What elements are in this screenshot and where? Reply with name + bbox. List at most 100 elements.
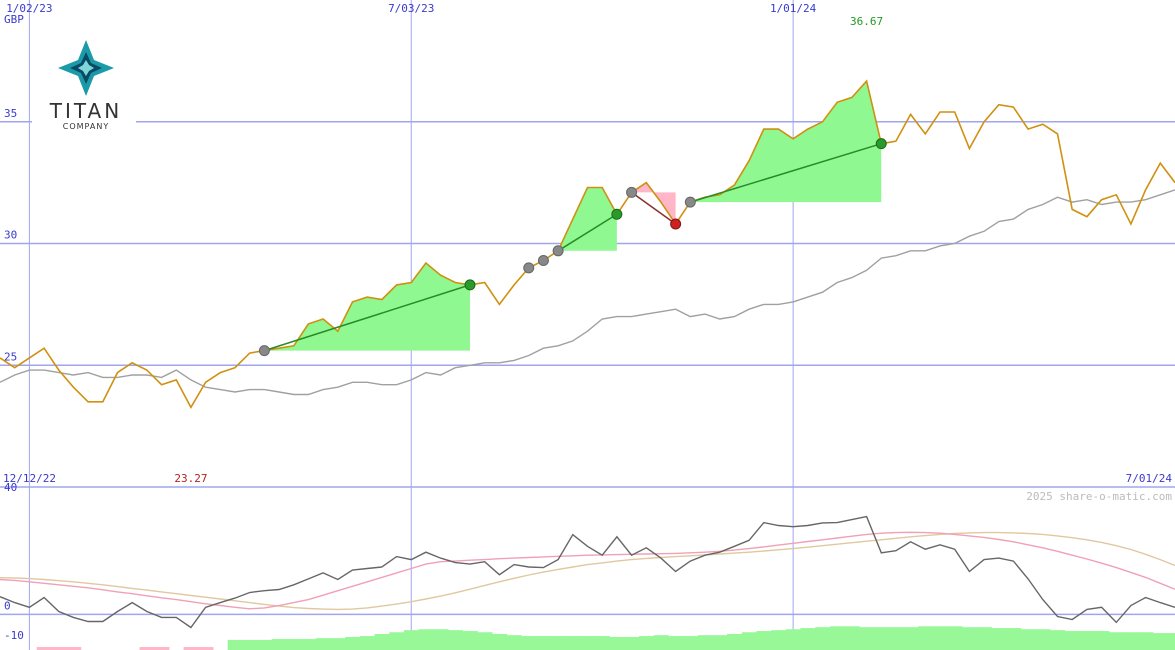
series-line [0,79,1175,410]
histogram-bar [66,647,82,650]
histogram-bar [991,628,1007,650]
histogram-bar [242,639,258,650]
histogram-bar [257,639,273,650]
histogram-bar [433,629,449,650]
entry-dot [258,345,270,357]
y-tick-label: -10 [4,629,24,642]
series-line [0,531,1175,610]
histogram-bar [1108,632,1125,650]
histogram-bar [1152,633,1169,650]
histogram-bar [271,639,287,650]
y-axis-label: GBP [4,13,24,26]
histogram-bar [359,636,376,650]
x-tick-label: 1/01/24 [770,2,817,15]
exit-dot [611,208,623,220]
histogram-bar [756,631,772,650]
y-tick-label: 0 [4,599,11,612]
histogram-bar [506,635,522,650]
histogram-bar [697,635,713,650]
histogram-bar [286,639,302,650]
histogram-bar [771,630,787,650]
histogram-bar [462,631,478,650]
trade-line [690,142,882,203]
trade-line [264,284,471,352]
histogram-bar [741,632,757,650]
exit-dot [875,138,887,150]
y-tick-label: 40 [4,481,17,494]
histogram-bar [932,626,948,650]
y-tick-label: 30 [4,229,17,242]
histogram-bar [962,627,978,650]
histogram-bar [1050,630,1066,650]
trade-area [558,187,617,251]
histogram-bar [829,626,846,650]
series-line [0,515,1175,629]
histogram-bar [1138,632,1154,650]
date-range-start: 12/12/22 [3,472,56,485]
logo-sub: COMPANY [63,122,109,131]
histogram-bar [1167,633,1175,650]
histogram-bar [330,638,346,650]
trade-area [690,81,882,203]
entry-dot [552,245,564,257]
histogram-bar [36,647,52,650]
trade-line [557,213,618,252]
signal-dot [537,255,549,267]
histogram-bar [609,636,625,650]
date-range-end: 7/01/24 [1126,472,1173,485]
exit-dot [464,279,476,291]
histogram-bar [345,636,361,650]
histogram-bar [976,627,992,650]
histogram-bar [477,632,493,650]
histogram-bar [1020,629,1036,650]
y-tick-label: 25 [4,350,17,363]
histogram-bar [712,635,728,650]
trade-line [631,191,677,225]
histogram-bar [859,627,875,650]
histogram-bar [492,633,508,650]
histogram-bar [594,636,611,650]
logo-star-core [78,60,94,76]
histogram-bar [785,629,801,650]
histogram-bar [418,629,434,650]
histogram-bar [403,630,420,650]
y-tick-label: 35 [4,107,17,120]
histogram-bar [873,627,890,650]
histogram-bar [536,636,552,650]
trade-area [631,182,676,225]
histogram-bar [374,633,390,650]
series-line [0,531,1175,611]
histogram-bar [550,636,566,650]
histogram-bar [565,636,581,650]
histogram-bar [389,632,405,650]
histogram-bar [624,636,640,650]
histogram-bar [154,647,170,650]
histogram-bar [1079,631,1095,650]
histogram-bar [844,626,860,650]
histogram-bar [1094,631,1110,650]
x-tick-label: 1/02/23 [6,2,52,15]
exit-dot [670,218,682,230]
histogram-bar [580,636,596,650]
histogram-bar [800,628,816,650]
histogram-bar [903,627,919,650]
histogram-bar [447,630,464,650]
histogram-bar [815,627,831,650]
histogram-bar [638,636,655,650]
histogram-bar [139,647,155,650]
histogram-bar [51,647,67,650]
entry-dot [626,186,638,198]
series-line [0,189,1175,396]
x-tick-label: 7/03/23 [388,2,434,15]
watermark: 2025 share-o-matic.com [1026,490,1172,503]
histogram-bar [1006,628,1022,650]
annotation: 36.67 [850,15,883,28]
histogram-bar [917,626,934,650]
histogram-bar [198,647,214,650]
histogram-bar [301,639,317,650]
histogram-bar [1035,629,1051,650]
histogram-bar [727,633,743,650]
